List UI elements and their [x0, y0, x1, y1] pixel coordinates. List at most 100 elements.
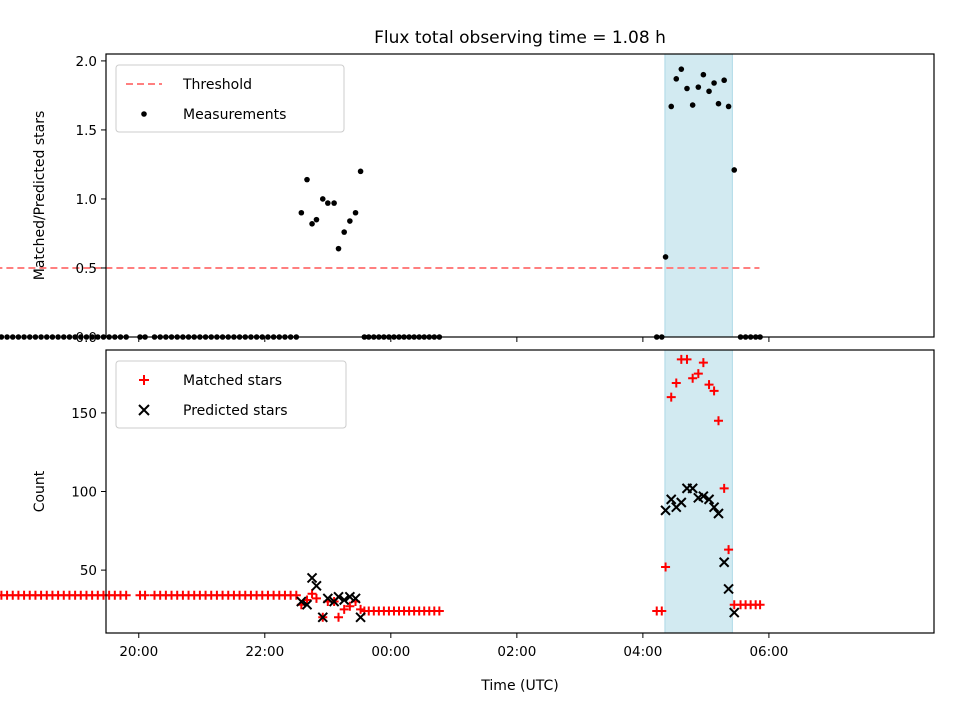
bottom-panel: 20:00 22:00 00:00 02:00 04:00 06:00 50 100 150 Co… — [0, 349, 935, 660]
measurement-point — [38, 334, 44, 340]
x-tick-label: 04:00 — [623, 644, 662, 660]
measurement-point — [49, 334, 56, 340]
matched-star-marker — [307, 589, 317, 599]
predicted-star-marker — [333, 591, 344, 603]
x-tick-label: 06:00 — [749, 644, 788, 660]
predicted-star-marker — [311, 580, 322, 592]
y-axis-label: Matched/Predicted stars — [32, 111, 48, 281]
measurement-point — [331, 200, 337, 206]
predicted-star-marker — [317, 612, 328, 623]
measurement-point — [721, 77, 727, 84]
measurement-point — [711, 80, 717, 86]
predicted-star-marker — [713, 508, 724, 519]
y-tick-label: 0.5 — [76, 261, 97, 277]
measurement-point — [706, 88, 712, 95]
x-axis-label: Time (UTC) — [480, 678, 558, 694]
measurement-point — [668, 103, 675, 110]
matched-star-marker — [693, 369, 703, 379]
predicted-star-marker — [708, 502, 720, 513]
matched-star-marker — [682, 354, 692, 364]
predicted-star-marker — [306, 572, 318, 584]
y-tick-label: 2.0 — [76, 54, 97, 70]
measurement-point — [700, 71, 707, 78]
measurement-point — [298, 209, 305, 216]
measurement-point — [313, 216, 320, 223]
measurement-point — [15, 334, 22, 340]
measurement-point — [678, 66, 685, 72]
highlight-span — [664, 349, 733, 634]
measurement-point — [325, 200, 331, 206]
matched-star-marker — [661, 562, 671, 572]
legend-label: Measurements — [183, 107, 286, 123]
measurement-point — [335, 245, 342, 252]
x-tick-label: 02:00 — [497, 644, 536, 660]
measurement-point — [357, 168, 364, 175]
measurement-point — [319, 196, 326, 202]
measurement-point — [60, 334, 67, 340]
x-tick-label: 20:00 — [119, 644, 158, 660]
matched-star-marker — [140, 590, 150, 600]
matched-star-marker — [291, 590, 301, 600]
measurement-point — [309, 221, 315, 227]
predicted-star-marker — [723, 583, 734, 595]
chart-title: Flux total observing time = 1.08 h — [374, 28, 666, 48]
predicted-star-marker — [301, 599, 313, 610]
legend-matched-marker — [139, 375, 149, 385]
matched-star-marker — [713, 416, 723, 426]
x-tick-label: 00:00 — [371, 644, 410, 660]
measurement-point — [662, 254, 669, 260]
matched-star-marker — [671, 378, 681, 388]
matched-star-marker — [698, 358, 708, 368]
matched-star-marker — [704, 380, 714, 390]
measurement-point — [731, 167, 738, 173]
matched-star-marker — [724, 545, 734, 555]
measurement-point — [684, 85, 690, 92]
matched-star-marker — [688, 373, 698, 383]
measurement-point — [347, 218, 353, 224]
measurement-point — [43, 334, 50, 340]
measurement-point — [352, 209, 359, 216]
matched-star-marker — [657, 606, 667, 616]
predicted-star-marker — [729, 607, 740, 618]
matched-star-marker — [434, 606, 444, 616]
matched-star-marker — [719, 483, 729, 493]
plot-frame — [105, 53, 935, 338]
matched-star-marker — [666, 392, 676, 402]
measurement-point — [9, 334, 16, 340]
measurement-point — [695, 84, 702, 90]
measurement-point — [689, 102, 696, 108]
measurement-point — [32, 334, 39, 340]
matched-star-marker — [345, 601, 355, 611]
measurement-point — [21, 334, 27, 340]
y-tick-label: 1.5 — [76, 123, 97, 139]
predicted-star-marker — [687, 483, 698, 494]
legend-box — [115, 64, 345, 133]
measurement-point — [4, 334, 10, 340]
measurement-point — [55, 334, 61, 340]
y-axis-label: Count — [32, 470, 48, 512]
y-tick-label: 100 — [71, 485, 97, 501]
measurement-point — [77, 334, 84, 340]
legend: Matched stars Predicted stars — [115, 360, 347, 429]
y-tick-label: 50 — [80, 563, 97, 579]
measurement-point — [72, 334, 78, 340]
measurement-point — [0, 334, 5, 340]
measurement-point — [83, 334, 90, 340]
y-tick-label: 150 — [71, 406, 97, 422]
matched-star-marker — [311, 593, 321, 603]
highlight-span — [664, 53, 733, 338]
predicted-star-marker — [718, 557, 730, 568]
matched-star-marker — [121, 590, 131, 600]
legend: Threshold Measurements — [115, 64, 345, 133]
y-tick-label: 0.0 — [76, 330, 97, 346]
measurement-point — [66, 334, 73, 340]
x-tick-label: 22:00 — [245, 644, 284, 660]
measurement-point — [95, 334, 101, 340]
matched-star-marker — [709, 386, 719, 396]
predicted-star-marker — [350, 593, 361, 604]
legend-label: Predicted stars — [183, 403, 288, 419]
y-tick-label: 1.0 — [76, 192, 97, 208]
top-panel: 0.0 0.5 1.0 1.5 2.0 Matched/Predicted stars Th… — [0, 53, 935, 346]
predicted-star-marker — [660, 505, 671, 516]
